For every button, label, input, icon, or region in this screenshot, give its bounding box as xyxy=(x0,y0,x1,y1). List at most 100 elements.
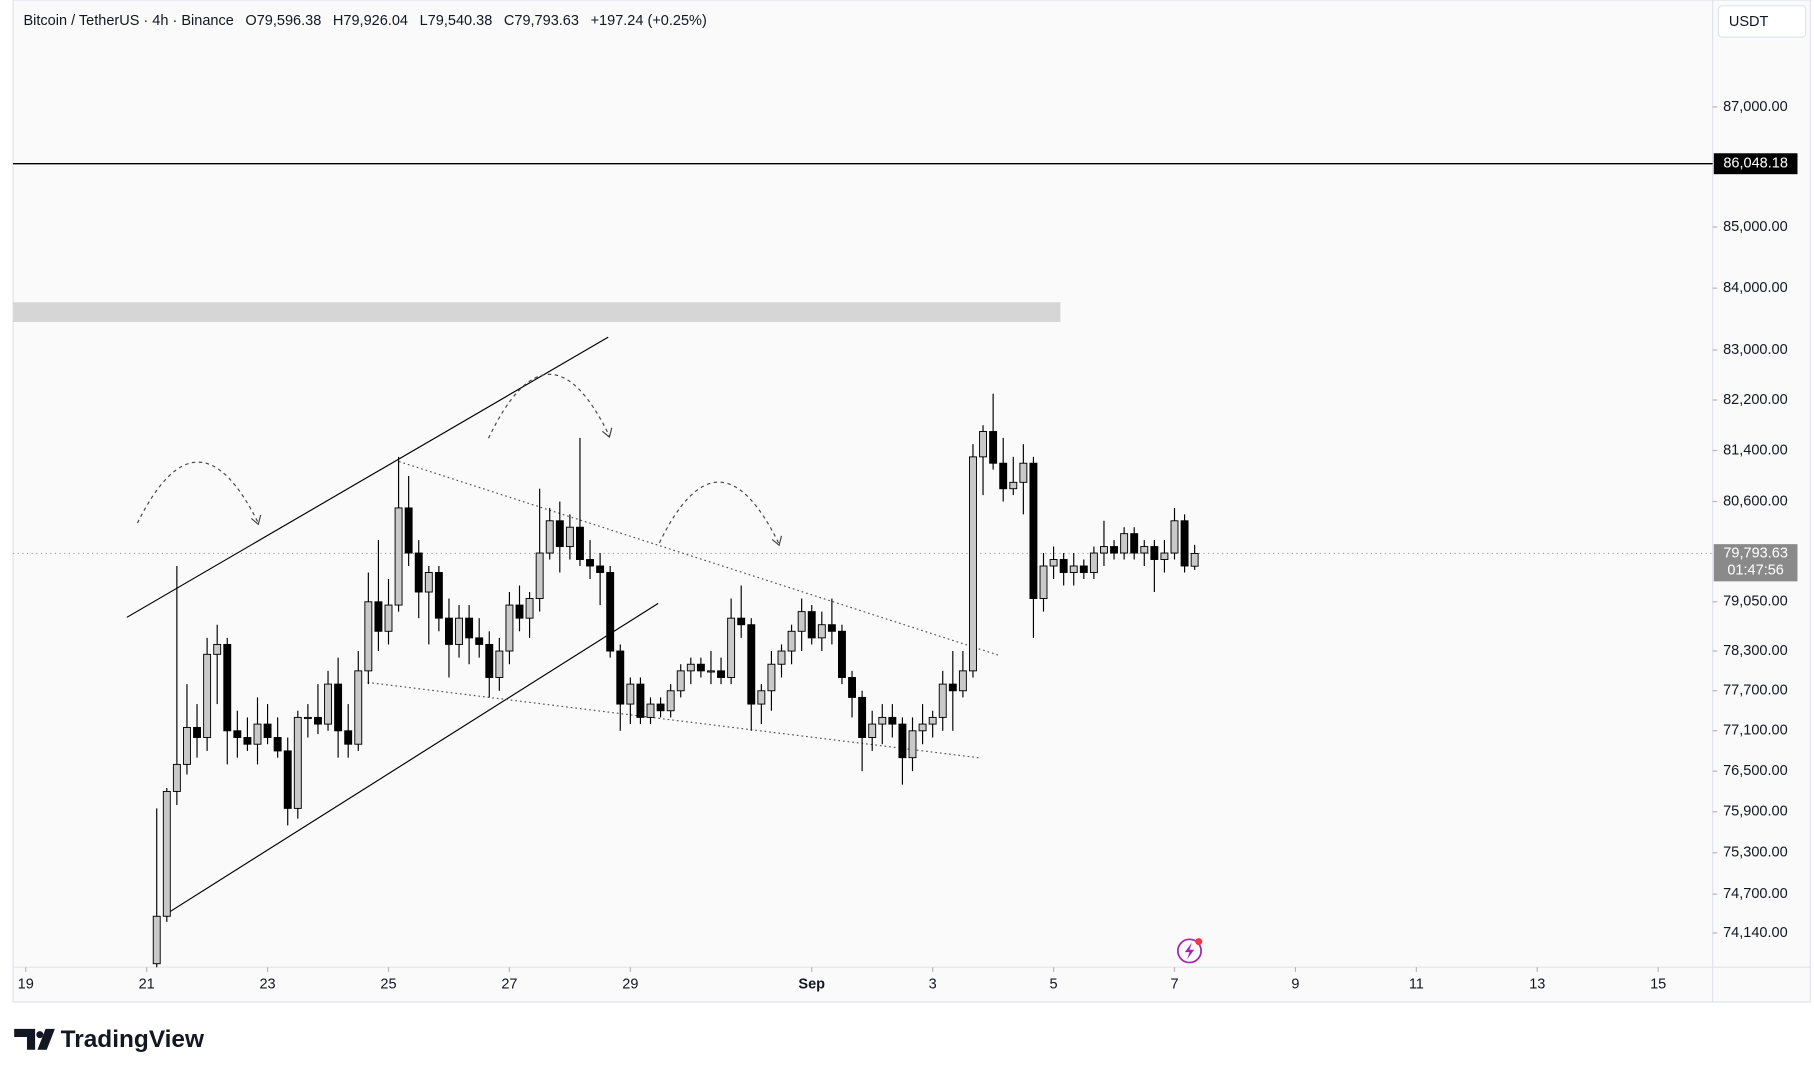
y-tick-label: 83,000.00 xyxy=(1723,342,1788,358)
arrow-head xyxy=(771,535,783,547)
y-tick-label: 84,000.00 xyxy=(1723,280,1788,296)
candle-body xyxy=(1069,565,1078,573)
x-tick-label: 13 xyxy=(1529,976,1545,992)
candle-body xyxy=(273,737,282,752)
x-tick-label: 29 xyxy=(622,976,638,992)
candle-body xyxy=(485,643,494,678)
candle-body xyxy=(918,723,927,732)
candle-body xyxy=(878,716,887,725)
x-tick-label: 5 xyxy=(1050,976,1058,992)
x-tick-label: 3 xyxy=(929,976,937,992)
ohlc-open: O79,596.38 xyxy=(245,13,321,29)
candle-body xyxy=(606,572,615,652)
candle-body xyxy=(303,716,312,720)
candle-body xyxy=(152,915,161,965)
candle-body xyxy=(1120,533,1129,554)
y-tick-label: 77,100.00 xyxy=(1723,723,1788,739)
candle-body xyxy=(1029,462,1038,600)
candle-body xyxy=(696,663,705,672)
candle-body xyxy=(1019,462,1028,483)
currency-button[interactable] xyxy=(1717,5,1807,38)
candle-body xyxy=(787,630,796,652)
resistance-zone[interactable] xyxy=(13,302,1061,323)
ohlc-low: L79,540.38 xyxy=(420,13,493,29)
logo-text: TradingView xyxy=(61,1026,205,1053)
candle-body xyxy=(344,730,353,745)
candle-body xyxy=(1079,565,1088,573)
candle-body xyxy=(535,552,544,600)
y-tick-label: 78,300.00 xyxy=(1723,643,1788,659)
candle-body xyxy=(676,670,685,692)
channel-upper[interactable] xyxy=(126,336,609,618)
candle-body xyxy=(807,611,816,639)
arc-arrow[interactable] xyxy=(136,461,259,524)
candle-body xyxy=(465,617,474,639)
candle-body xyxy=(193,726,201,738)
candle-body xyxy=(979,431,987,458)
candle-body xyxy=(858,696,867,738)
x-tick-label: 21 xyxy=(139,976,155,992)
candle-body xyxy=(777,650,786,665)
x-tick-label: 27 xyxy=(501,976,517,992)
candle-body xyxy=(243,737,252,745)
y-tick-label: 87,000.00 xyxy=(1723,99,1788,115)
x-tick-label: Sep xyxy=(798,976,825,992)
candle-body xyxy=(445,617,453,645)
candle-body xyxy=(908,730,917,759)
candle-body xyxy=(686,663,695,672)
candle-body xyxy=(555,520,564,548)
candle-body xyxy=(1170,520,1179,554)
alert-icon[interactable] xyxy=(1176,938,1203,964)
candle-body xyxy=(767,663,776,692)
candle-body xyxy=(737,617,746,626)
candle-body xyxy=(354,670,363,745)
candle-body xyxy=(999,462,1008,490)
wedge-upper[interactable] xyxy=(398,460,1001,657)
candle-body xyxy=(515,604,524,619)
level-label: 86,048.18 xyxy=(1723,156,1788,172)
candle-body xyxy=(172,763,181,792)
x-tick-label: 11 xyxy=(1409,976,1424,992)
x-tick-label: 19 xyxy=(18,976,34,992)
candle-body xyxy=(1039,565,1048,600)
candle-body xyxy=(314,716,322,725)
last-price-box xyxy=(1713,544,1798,582)
x-tick-label: 9 xyxy=(1291,976,1299,992)
candle-body xyxy=(797,611,806,632)
candle-body xyxy=(817,624,826,639)
candle-body xyxy=(263,723,272,738)
ohlc-close: C79,793.63 xyxy=(504,13,579,29)
candle-body xyxy=(747,624,756,705)
y-tick-label: 81,400.00 xyxy=(1723,442,1788,458)
symbol: Bitcoin / TetherUS · 4h · Binance xyxy=(23,13,233,29)
candle-body xyxy=(596,565,605,573)
candle-body xyxy=(666,690,675,712)
y-tick-label: 75,900.00 xyxy=(1723,804,1788,820)
tradingview-logo[interactable]: TradingView xyxy=(14,1026,205,1053)
ohlc-high: H79,926.04 xyxy=(333,13,408,29)
y-tick-label: 85,000.00 xyxy=(1723,219,1788,235)
candle-body xyxy=(374,601,383,632)
candle-body xyxy=(334,683,343,732)
y-tick-label: 75,300.00 xyxy=(1723,845,1788,861)
arc-arrow[interactable] xyxy=(487,373,610,439)
candle-body xyxy=(1140,546,1149,554)
candle-body xyxy=(233,730,242,738)
candle-body xyxy=(888,716,897,725)
candle-body xyxy=(293,716,302,809)
candle-body xyxy=(989,431,998,464)
arrow-head xyxy=(250,514,262,526)
channel-lower[interactable] xyxy=(162,602,659,917)
candle-body xyxy=(183,726,191,765)
y-tick-label: 74,700.00 xyxy=(1723,886,1788,902)
candle-body xyxy=(203,653,212,738)
wedge-lower[interactable] xyxy=(367,681,981,759)
candle-body xyxy=(495,650,504,678)
candle-body xyxy=(928,716,937,725)
y-tick-label: 77,700.00 xyxy=(1723,683,1788,699)
arc-arrow[interactable] xyxy=(658,481,780,545)
candle-body xyxy=(616,650,625,705)
candle-body xyxy=(1160,552,1169,560)
y-tick-label: 79,050.00 xyxy=(1723,594,1788,610)
